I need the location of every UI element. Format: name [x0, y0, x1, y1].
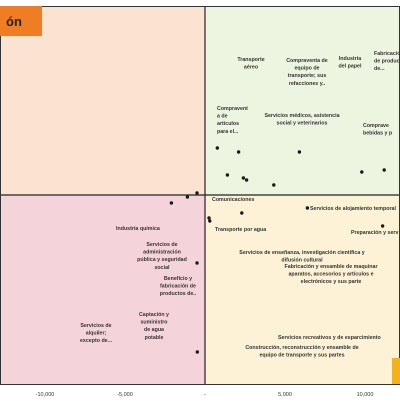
quadrant-badge-text: ón — [6, 14, 22, 29]
scatter-point — [208, 219, 212, 223]
quadrant-bottom-right — [205, 195, 400, 385]
point-labels: Transporte aéreo Compraventa de equipo de tr… — [80, 51, 400, 359]
quadrant-top-left — [0, 6, 205, 195]
x-axis: -10,000 -5,000-5,000 10,000 — [36, 392, 374, 398]
scatter-point — [244, 178, 249, 182]
x-tick-label: - — [204, 392, 206, 398]
scatter-point — [225, 173, 230, 177]
point-label: Servicios médicos, asistencia social y ve… — [264, 113, 339, 127]
point-label: Fabricación y ensamble de maquinar aparat… — [284, 264, 377, 285]
point-label: Transporte aéreo — [237, 57, 264, 71]
point-label: Servicios de enseñanza, investigación ci… — [239, 250, 364, 264]
point-label: Transporte por agua — [215, 227, 266, 233]
point-label: Compraventa de equipo de transporte; sus re… — [286, 58, 328, 87]
point-label: Industria del papel — [339, 56, 362, 70]
point-label: Beneficio y fabricación de productos de.. — [160, 276, 197, 297]
point-label: Preparación y serv — [351, 230, 398, 236]
scatter-point — [380, 224, 385, 228]
quadrant-badge — [0, 6, 42, 36]
quadrant-badges: ón — [0, 6, 400, 384]
scatter-point — [195, 191, 199, 195]
point-label: Compravent a de artículos para el... — [217, 106, 248, 135]
scatter-point — [360, 170, 364, 174]
scatter-point — [236, 150, 241, 154]
scatter-point — [195, 350, 200, 354]
scatter-point — [297, 150, 302, 154]
point-label: Servicios de alquiler; excepto de... — [80, 323, 113, 344]
point-label: Servicios de administración pública y segu… — [137, 242, 187, 271]
scatter-point — [272, 183, 276, 187]
x-tick-label: -5,000 — [117, 392, 133, 398]
point-label: Captación y suministro de agua potable — [139, 312, 169, 341]
x-tick-label: -10,000 — [36, 392, 55, 398]
scatter-point — [215, 146, 220, 150]
scatter-point — [207, 216, 211, 220]
x-tick-label: 10,000 — [357, 392, 374, 398]
point-label: Servicios de alojamiento temporal — [310, 206, 396, 212]
quadrant-bottom-left — [0, 195, 205, 385]
point-label: Comprave bebidas y p — [363, 123, 393, 137]
point-label: Servicios recreativos y de esparcimiento — [278, 335, 382, 341]
scatter-point — [305, 206, 310, 210]
scatter-point — [240, 211, 244, 215]
scatter-point — [382, 168, 386, 172]
scatter-point — [169, 201, 174, 205]
data-points — [169, 146, 386, 354]
point-label: Comunicaciones — [212, 197, 254, 203]
x-tick-label: 5,000 — [278, 392, 292, 398]
scatter-point — [241, 176, 246, 180]
scatter-point — [185, 195, 190, 199]
scatter-point — [195, 261, 199, 265]
point-label: Industria química — [116, 226, 160, 232]
quadrant-badge — [392, 358, 400, 384]
point-label: Construcción, reconstrucción y ensamble … — [245, 345, 358, 359]
quadrant-top-right — [205, 6, 400, 195]
